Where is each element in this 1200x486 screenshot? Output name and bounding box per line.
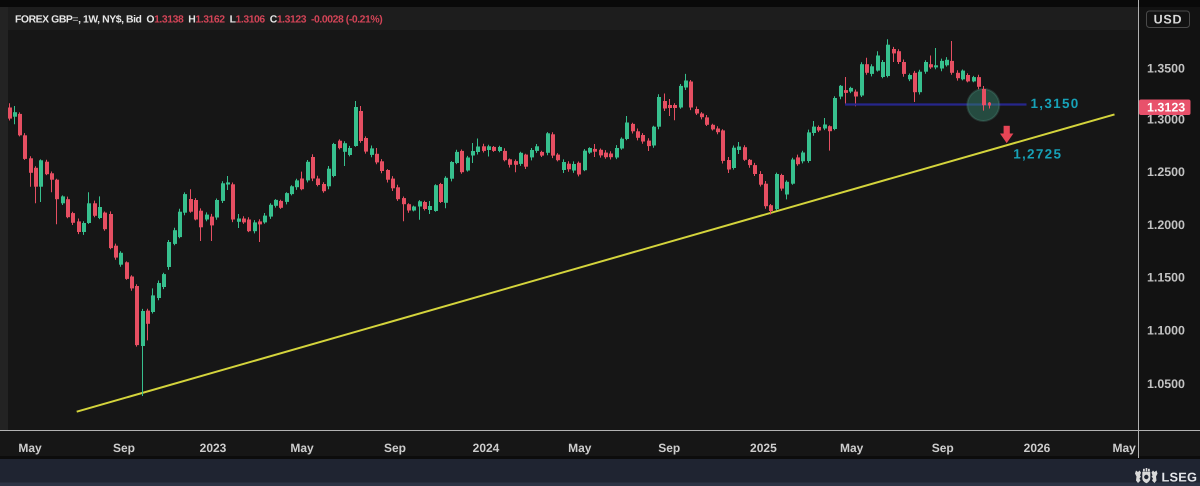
- svg-text:2023: 2023: [200, 441, 227, 455]
- svg-text:1,3150: 1,3150: [1031, 96, 1080, 111]
- svg-text:May: May: [18, 441, 42, 455]
- svg-text:2026: 2026: [1024, 441, 1051, 455]
- svg-text:1.3000: 1.3000: [1147, 113, 1185, 127]
- svg-text:1.2500: 1.2500: [1147, 165, 1185, 179]
- svg-text:May: May: [1113, 441, 1137, 455]
- svg-text:May: May: [290, 441, 314, 455]
- svg-text:2024: 2024: [473, 441, 500, 455]
- svg-text:Sep: Sep: [113, 441, 135, 455]
- svg-text:2025: 2025: [750, 441, 777, 455]
- svg-text:Sep: Sep: [384, 441, 406, 455]
- svg-text:Sep: Sep: [932, 441, 954, 455]
- svg-text:1,2725: 1,2725: [1013, 146, 1062, 161]
- svg-text:1.2000: 1.2000: [1147, 218, 1185, 232]
- svg-text:1.3500: 1.3500: [1147, 62, 1185, 76]
- svg-text:Sep: Sep: [658, 441, 680, 455]
- svg-text:1.1500: 1.1500: [1147, 271, 1185, 285]
- svg-text:May: May: [840, 441, 864, 455]
- svg-text:USD: USD: [1154, 12, 1183, 26]
- svg-text:FOREX GBP=, 1W, NY$, Bid O1.3: FOREX GBP=, 1W, NY$, Bid O1.3138 H1.3162…: [15, 15, 382, 26]
- svg-text:1.1000: 1.1000: [1147, 324, 1185, 338]
- svg-text:May: May: [568, 441, 592, 455]
- svg-text:1.3123: 1.3123: [1147, 101, 1185, 115]
- svg-text:1.0500: 1.0500: [1147, 377, 1185, 391]
- svg-text:LSEG: LSEG: [1162, 470, 1198, 485]
